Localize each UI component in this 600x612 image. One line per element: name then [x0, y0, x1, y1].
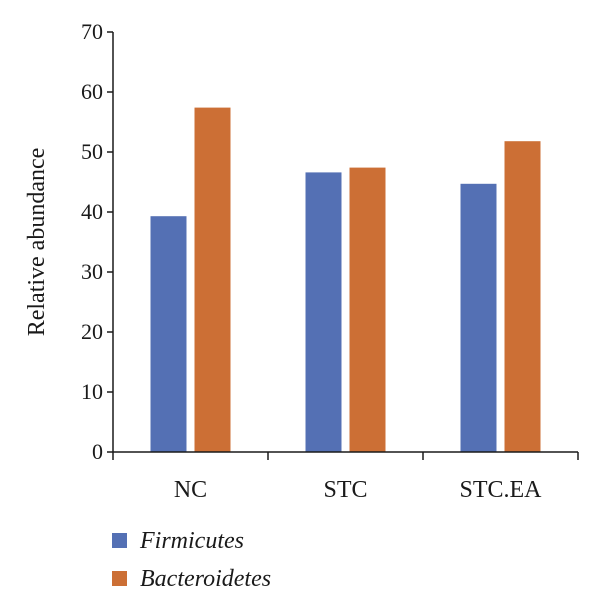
y-axis-ticks: 0 10 20 30 40 50 60 70 [81, 19, 113, 464]
legend-label: Bacteroidetes [140, 566, 271, 592]
y-tick-label: 0 [92, 439, 103, 464]
x-category-label: NC [174, 477, 207, 503]
y-tick-label: 40 [81, 199, 103, 224]
y-tick-label: 20 [81, 319, 103, 344]
x-category-label: STC [323, 477, 367, 503]
bar-firmicutes-stc [305, 172, 342, 452]
axes [112, 32, 579, 460]
bar-firmicutes-nc [150, 216, 187, 452]
bar-bacteroidetes-stc [349, 167, 386, 452]
legend: Firmicutes Bacteroidetes [112, 528, 271, 592]
y-axis-title: Relative abundance [24, 148, 50, 337]
legend-swatch [112, 571, 127, 586]
x-axis-labels: NC STC STC.EA [174, 477, 542, 503]
y-tick-label: 10 [81, 379, 103, 404]
legend-label: Firmicutes [139, 528, 244, 554]
bars [150, 107, 541, 453]
bar-bacteroidetes-nc [194, 107, 231, 452]
x-category-label: STC.EA [459, 477, 542, 503]
bar-bacteroidetes-stc-ea [504, 141, 541, 452]
y-tick-label: 30 [81, 259, 103, 284]
y-tick-label: 60 [81, 79, 103, 104]
y-tick-label: 70 [81, 19, 103, 44]
legend-swatch [112, 533, 127, 548]
y-tick-label: 50 [81, 139, 103, 164]
bar-firmicutes-stc-ea [460, 183, 497, 453]
